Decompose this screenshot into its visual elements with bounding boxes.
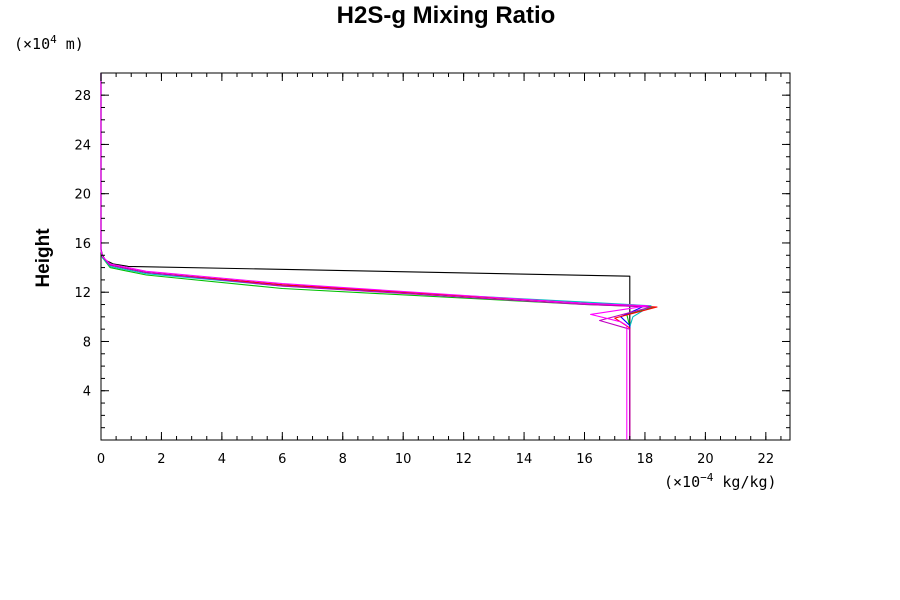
x-tick-label: 8 <box>339 452 347 467</box>
x-tick-label: 20 <box>697 452 714 467</box>
series-line-3 <box>100 73 652 440</box>
x-tick-label: 6 <box>278 452 286 467</box>
x-tick-label: 18 <box>637 452 654 467</box>
x-tick-label: 12 <box>455 452 472 467</box>
x-tick-label: 16 <box>576 452 593 467</box>
y-tick-label: 28 <box>74 89 91 104</box>
axis-ticks <box>100 73 790 440</box>
x-tick-label: 14 <box>516 452 533 467</box>
x-tick-label: 22 <box>758 452 775 467</box>
series-line-1 <box>100 73 631 440</box>
y-tick-label: 12 <box>74 286 91 301</box>
y-tick-label: 16 <box>74 237 91 252</box>
y-tick-label: 4 <box>83 385 91 400</box>
x-tick-label: 2 <box>157 452 165 467</box>
series-line-6 <box>100 73 652 440</box>
y-tick-label: 24 <box>74 138 91 153</box>
plot-area <box>100 72 791 441</box>
x-tick-label: 0 <box>97 452 105 467</box>
plot-frame <box>100 72 791 441</box>
y-tick-label: 8 <box>83 335 91 350</box>
x-tick-label: 4 <box>218 452 226 467</box>
chart-title: H2S-g Mixing Ratio <box>337 2 556 29</box>
series-line-7 <box>100 73 649 440</box>
series-line-5 <box>100 73 658 440</box>
series-line-4 <box>100 73 646 440</box>
x-axis-units: (×10−4 kg/kg) <box>664 471 777 491</box>
y-tick-label: 20 <box>74 188 91 203</box>
y-axis-label: Height <box>33 228 54 288</box>
series-group <box>100 73 658 440</box>
y-axis-units: (×104 m) <box>14 33 84 53</box>
series-line-2 <box>100 73 655 440</box>
x-tick-label: 10 <box>395 452 412 467</box>
